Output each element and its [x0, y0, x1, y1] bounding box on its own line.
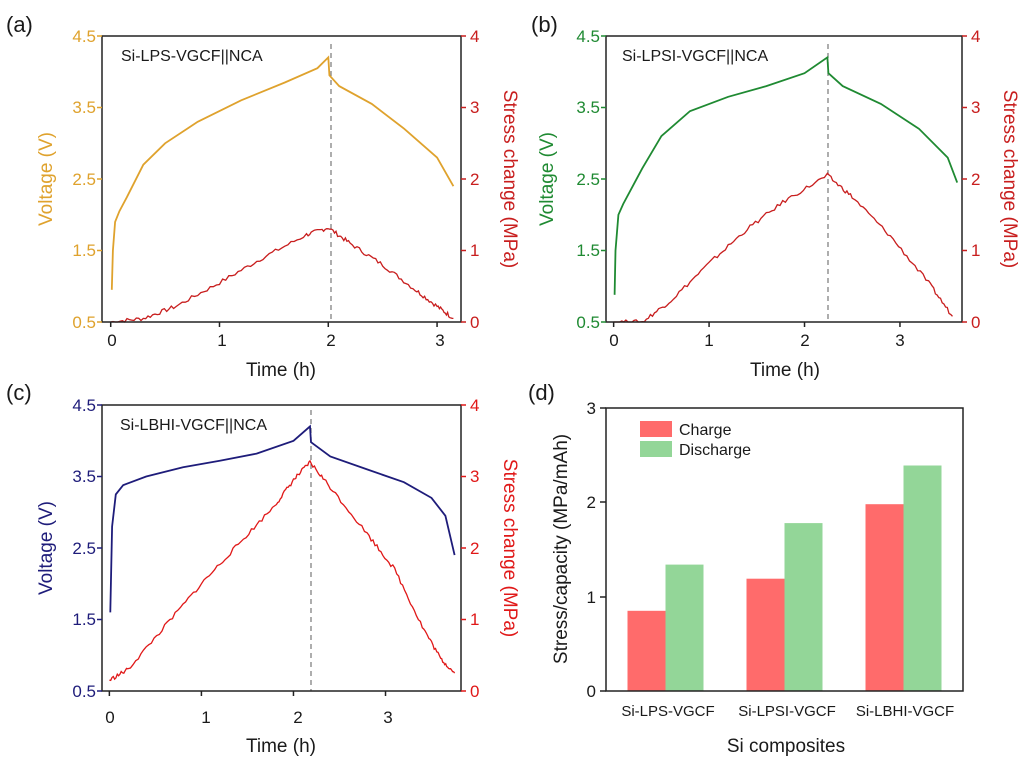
bar-discharge-2 [784, 523, 823, 691]
panel-a-x-tick: 2 [326, 331, 335, 350]
panel-b-ylabel-left: Voltage (V) [537, 132, 558, 226]
bar-charge-1 [627, 610, 666, 691]
panel-d-frame [605, 407, 964, 692]
panel-c-x-tick: 0 [105, 708, 114, 727]
panel-c-yleft-tick: 4.5 [72, 396, 96, 415]
panel-d-category-label: Si-LPS-VGCF [621, 703, 714, 720]
panel-a-yright-tick: 0 [470, 313, 479, 332]
panel-d-xlabel: Si composites [727, 736, 845, 757]
panel-b-yright-tick: 4 [971, 27, 980, 46]
panel-b-yright-tick: 2 [971, 170, 980, 189]
panel-d-y-tick: 0 [587, 682, 596, 701]
panel-d-bars [627, 465, 942, 691]
panel-a-x-tick: 3 [435, 331, 444, 350]
panel-c-yright-tick: 0 [470, 682, 479, 701]
panel-a-voltage-line [110, 55, 455, 290]
panel-c-yleft-tick: 1.5 [72, 610, 96, 629]
panel-c-yleft-tick: 0.5 [72, 682, 96, 701]
panel-a-x-tick: 1 [217, 331, 226, 350]
panel-a-yleft-tick: 3.5 [72, 98, 96, 117]
bar-charge-2 [746, 578, 785, 691]
panel-a-x-tick: 0 [107, 331, 116, 350]
panel-c-yright-tick: 1 [470, 610, 479, 629]
panel-c-yright-tick: 4 [470, 396, 479, 415]
panel-a-yright-tick: 1 [470, 241, 479, 260]
panel-a-yleft-tick: 0.5 [72, 313, 96, 332]
panel-b-xlabel: Time (h) [750, 360, 820, 381]
panel-a-yleft-tick: 2.5 [72, 170, 96, 189]
panel-d-category-label: Si-LPSI-VGCF [738, 703, 836, 720]
panel-b-x-tick: 2 [800, 331, 809, 350]
panel-b-x-tick: 0 [609, 331, 618, 350]
panel-a-yleft-tick: 4.5 [72, 27, 96, 46]
panel-a-frame [101, 35, 462, 323]
panel-a-stress-line [110, 228, 454, 323]
bar-discharge-3 [903, 465, 942, 691]
panel-b-yleft-tick: 2.5 [576, 170, 600, 189]
panel-d-category-label: Si-LBHI-VGCF [856, 703, 954, 720]
panel-c-x-tick: 1 [201, 708, 210, 727]
panel-b-yleft-tick: 1.5 [576, 241, 600, 260]
panel-b-voltage-line [613, 55, 959, 295]
panel-b-yleft-tick: 0.5 [576, 313, 600, 332]
legend-label-charge: Charge [679, 422, 732, 439]
panel-c-ylabel-right: Stress change (MPa) [499, 459, 520, 637]
panel-b-x-tick: 3 [895, 331, 904, 350]
panel-c-xlabel: Time (h) [246, 736, 316, 757]
panel-d-y-tick: 3 [587, 399, 596, 418]
panel-b-yleft-tick: 4.5 [576, 27, 600, 46]
panel-b-yright-tick: 3 [971, 98, 980, 117]
panel-d-y-tick: 2 [587, 493, 596, 512]
panel-b-stress-line [613, 172, 953, 323]
panel-b-ylabel-right: Stress change (MPa) [999, 90, 1020, 268]
panel-c-yright-tick: 3 [470, 467, 479, 486]
panel-b-annotation: Si-LPSI-VGCF||NCA [622, 48, 768, 65]
panel-c-x-tick: 3 [383, 708, 392, 727]
panel-c-voltage-line [109, 424, 456, 613]
panel-b-frame [605, 35, 963, 323]
panel-a-yleft-tick: 1.5 [72, 241, 96, 260]
panel-d-label: (d) [528, 380, 555, 405]
panel-c-yleft-tick: 2.5 [72, 539, 96, 558]
panel-b-yleft-tick: 3.5 [576, 98, 600, 117]
panel-d-ylabel: Stress/capacity (MPa/mAh) [551, 434, 572, 664]
legend-swatch-charge [640, 421, 672, 437]
panel-a-yright-tick: 3 [470, 98, 479, 117]
panel-a-yright-tick: 2 [470, 170, 479, 189]
panel-b: (b) Si-LPSI-VGCF||NCA 4.5 3.5 2.5 1.5 0.… [531, 12, 1020, 381]
panel-c-yright-tick: 2 [470, 539, 479, 558]
panel-b-label: (b) [531, 12, 558, 37]
panel-a-ylabel-left: Voltage (V) [36, 132, 57, 226]
bar-discharge-1 [665, 564, 704, 691]
legend-label-discharge: Discharge [679, 442, 751, 459]
panel-c-x-tick: 2 [293, 708, 302, 727]
panel-c-label: (c) [6, 380, 32, 405]
panel-c: (c) Si-LBHI-VGCF||NCA 4.5 3.5 2.5 1.5 0.… [6, 380, 520, 757]
panel-a-label: (a) [6, 12, 33, 37]
panel-a: (a) Si-LPS-VGCF||NCA 4.5 3.5 2.5 1.5 0.5… [6, 12, 520, 381]
panel-a-annotation: Si-LPS-VGCF||NCA [121, 48, 263, 65]
panel-b-x-tick: 1 [704, 331, 713, 350]
panel-b-yright-tick: 0 [971, 313, 980, 332]
panel-c-yleft-tick: 3.5 [72, 467, 96, 486]
legend-swatch-discharge [640, 441, 672, 457]
panel-b-yright-tick: 1 [971, 241, 980, 260]
panel-c-frame [101, 404, 462, 692]
panel-c-stress-line [109, 459, 456, 682]
panel-a-ylabel-right: Stress change (MPa) [499, 90, 520, 268]
panel-c-annotation: Si-LBHI-VGCF||NCA [120, 417, 267, 434]
bar-charge-3 [865, 504, 904, 691]
panel-d: (d) 0 1 2 3 Si-LPS-VGCF Si-LPSI-VGCF Si-… [528, 380, 964, 757]
panel-c-ylabel-left: Voltage (V) [36, 501, 57, 595]
panel-a-xlabel: Time (h) [246, 360, 316, 381]
panel-d-y-tick: 1 [587, 588, 596, 607]
panel-a-yright-tick: 4 [470, 27, 479, 46]
